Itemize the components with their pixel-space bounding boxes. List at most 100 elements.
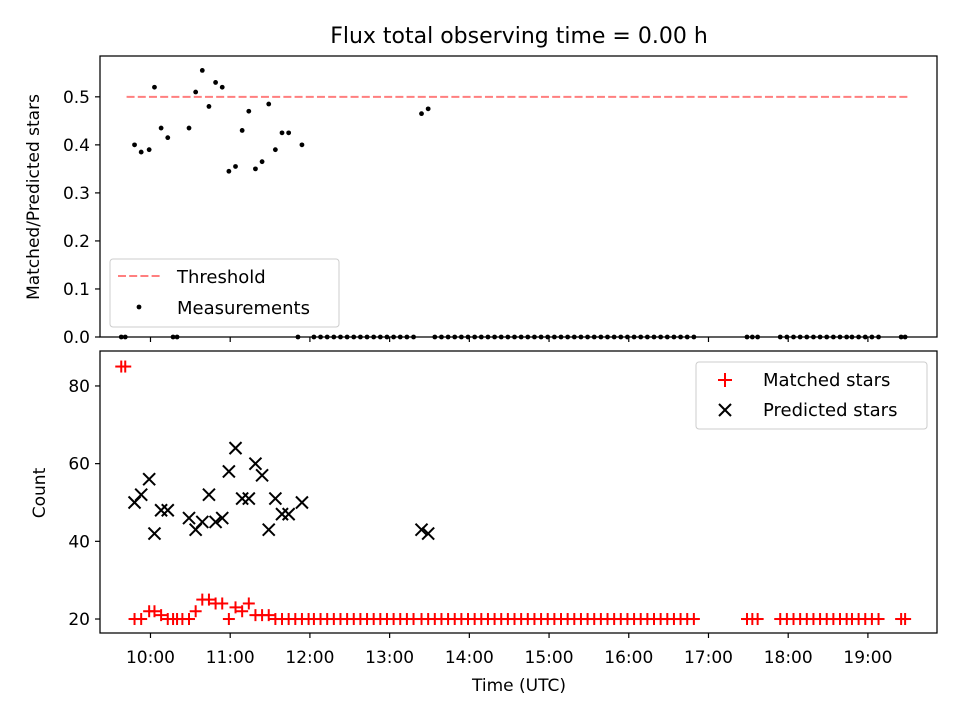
matched-star-point bbox=[135, 613, 148, 626]
predicted-star-point bbox=[134, 488, 148, 502]
measurement-point bbox=[902, 334, 908, 340]
top-y-axis-label: Matched/Predicted stars bbox=[24, 94, 44, 300]
measurement-point bbox=[122, 334, 128, 340]
measurement-point bbox=[512, 334, 517, 340]
measurement-point bbox=[432, 334, 438, 340]
measurement-point bbox=[844, 334, 850, 340]
measurement-point bbox=[824, 334, 830, 340]
measurement-point bbox=[344, 334, 350, 340]
matched-star-point bbox=[687, 613, 700, 626]
measurement-point bbox=[625, 334, 630, 340]
legend-matched-swatch bbox=[718, 373, 732, 387]
predicted-star-point bbox=[281, 507, 296, 521]
measurement-point bbox=[174, 334, 180, 340]
measurement-point bbox=[558, 334, 564, 340]
top-legend-box bbox=[109, 258, 340, 328]
matched-star-point bbox=[229, 601, 242, 614]
measurement-point bbox=[538, 334, 544, 340]
predicted-star-point bbox=[255, 468, 269, 483]
predicted-star-point bbox=[242, 491, 256, 506]
measurement-point bbox=[458, 334, 464, 340]
measurement-point bbox=[299, 142, 305, 148]
predicted-star-point bbox=[262, 522, 276, 537]
predicted-star-point bbox=[268, 491, 283, 506]
predicted-star-point bbox=[208, 515, 223, 529]
measurement-point bbox=[364, 334, 370, 340]
top-y-tick-label: 0.3 bbox=[63, 184, 90, 204]
legend-measurement-swatch bbox=[136, 304, 142, 310]
x-tick-label: 17:00 bbox=[684, 648, 733, 668]
measurement-point bbox=[233, 164, 238, 169]
top-panel: 0.0 0.1 0.2 0.3 0.4 0.5 Matched/Predicted sta… bbox=[24, 55, 938, 348]
measurement-point bbox=[804, 334, 810, 340]
measurement-point bbox=[611, 334, 617, 340]
measurement-point bbox=[749, 334, 755, 340]
matched-star-point bbox=[872, 613, 885, 626]
measurement-point bbox=[498, 334, 504, 340]
measurement-point bbox=[856, 334, 862, 340]
measurement-point bbox=[849, 334, 855, 340]
measurement-point bbox=[784, 334, 790, 340]
predicted-star-point bbox=[235, 491, 249, 506]
top-y-tick-label: 0.1 bbox=[63, 280, 90, 300]
predicted-star-point bbox=[154, 503, 168, 517]
matched-star-point bbox=[899, 613, 912, 626]
predicted-star-point bbox=[275, 507, 289, 521]
measurement-point bbox=[419, 111, 424, 117]
measurement-point bbox=[199, 68, 205, 73]
matched-star-point bbox=[119, 360, 132, 373]
measurement-point bbox=[684, 334, 690, 340]
predicted-star-point bbox=[228, 441, 243, 455]
matched-star-point bbox=[222, 613, 235, 626]
measurement-point bbox=[478, 334, 484, 340]
measurement-point bbox=[817, 334, 823, 340]
measurement-point bbox=[404, 334, 410, 340]
x-tick-label: 18:00 bbox=[764, 648, 813, 668]
measurement-point bbox=[755, 334, 761, 340]
measurement-point bbox=[259, 159, 265, 165]
measurement-point bbox=[286, 130, 292, 136]
x-tick-label: 12:00 bbox=[285, 648, 334, 668]
measurement-point bbox=[351, 334, 357, 340]
measurement-point bbox=[525, 334, 531, 340]
x-tick-label: 14:00 bbox=[445, 648, 494, 668]
measurement-point bbox=[425, 106, 431, 112]
predicted-star-point bbox=[182, 511, 196, 525]
measurement-point bbox=[371, 334, 377, 340]
measurement-point bbox=[295, 334, 301, 340]
measurement-point bbox=[445, 334, 451, 340]
predicted-star-point bbox=[142, 472, 156, 486]
measurement-point bbox=[239, 128, 245, 133]
measurement-point bbox=[791, 334, 796, 340]
measurement-point bbox=[551, 334, 557, 340]
predicted-star-point bbox=[421, 526, 435, 541]
predicted-star-point bbox=[414, 522, 429, 537]
measurement-point bbox=[565, 334, 571, 340]
measurement-point bbox=[605, 334, 610, 340]
matched-star-point bbox=[148, 605, 161, 618]
x-tick-label: 10:00 bbox=[126, 648, 175, 668]
measurement-point bbox=[664, 334, 670, 340]
chart-title: Flux total observing time = 0.00 h bbox=[330, 24, 708, 49]
measurement-point bbox=[439, 334, 444, 340]
top-y-tick-label: 0.0 bbox=[63, 328, 90, 348]
measurement-point bbox=[671, 334, 677, 340]
bottom-y-axis: 20 40 60 80 bbox=[68, 377, 100, 630]
measurement-point bbox=[869, 334, 875, 340]
bottom-y-tick-label: 20 bbox=[68, 610, 90, 630]
measurement-point bbox=[377, 334, 383, 340]
measurement-point bbox=[311, 334, 317, 340]
measurement-point bbox=[266, 101, 272, 107]
top-y-tick-label: 0.2 bbox=[63, 232, 90, 252]
measurement-point bbox=[545, 334, 551, 340]
x-tick-label: 13:00 bbox=[365, 648, 414, 668]
measurement-point bbox=[518, 334, 524, 340]
measurement-point bbox=[658, 334, 664, 340]
matched-star-point bbox=[189, 605, 202, 618]
measurement-point bbox=[118, 334, 124, 340]
measurement-point bbox=[485, 334, 491, 340]
measurement-point bbox=[272, 147, 278, 153]
x-tick-label: 19:00 bbox=[843, 648, 892, 668]
measurement-point bbox=[585, 334, 590, 340]
